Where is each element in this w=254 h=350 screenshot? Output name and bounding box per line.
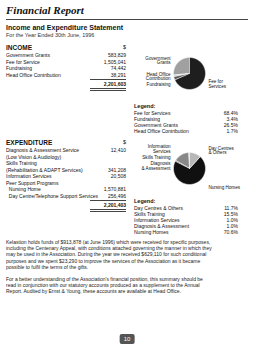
html-text:1.0%: 1.0% [226, 217, 238, 223]
html-text:10: 10 [123, 336, 131, 342]
html-text:Nursing Homes: Nursing Homes [134, 229, 169, 235]
svg-text:Skills Training: Skills Training [142, 155, 171, 160]
html-text:1.0%: 1.0% [226, 223, 238, 229]
svg-text:InformationServices: InformationServices [148, 144, 172, 154]
html-text:(Low Vision & Audiology): (Low Vision & Audiology) [6, 153, 62, 160]
html-text:read in conjunction with our s: read in conjunction with our statutory a… [6, 282, 200, 289]
html-text:INCOME: INCOME [6, 44, 32, 51]
html-text:Day Centre/Telephone Support S: Day Centre/Telephone Support Services [6, 192, 98, 199]
html-text:1,570,881: 1,570,881 [103, 186, 126, 192]
html-text:3.4%: 3.4% [226, 116, 238, 122]
html-text:Peer Support Programs: Peer Support Programs [6, 179, 59, 186]
html-text:70.6%: 70.6% [223, 229, 238, 235]
html-text:Nursing Home: Nursing Home [6, 186, 41, 192]
html-text:Information Services: Information Services [134, 217, 180, 223]
html-text:1.7%: 1.7% [226, 128, 238, 134]
html-text:Legend:: Legend: [134, 198, 156, 204]
html-text:Legend:: Legend: [134, 103, 156, 109]
html-text:256,496: 256,496 [107, 192, 126, 199]
html-text:EXPENDITURE: EXPENDITURE [6, 139, 53, 146]
html-text:For the Year Ended 30th June,: For the Year Ended 30th June, 1996 [6, 32, 95, 38]
html-text:Fundraising: Fundraising [6, 65, 33, 71]
svg-text:Fundraising: Fundraising [147, 82, 171, 87]
html-text:12,410: 12,410 [110, 147, 126, 153]
html-text:Government Grants: Government Grants [6, 52, 50, 58]
svg-text:Fee forServices: Fee forServices [208, 79, 226, 89]
html-text:2,201,603: 2,201,603 [103, 81, 126, 87]
html-text:Financial Report: Financial Report [6, 4, 84, 16]
html-text:583,829: 583,829 [107, 52, 126, 58]
html-text:Fee for Services: Fee for Services [134, 110, 171, 116]
html-text:Fee for Service: Fee for Service [6, 58, 40, 65]
html-text:15.5%: 15.5% [223, 211, 238, 217]
html-text:Diagnosis & Assessment: Diagnosis & Assessment [134, 223, 189, 229]
html-text:possible to fulfil the terms o: possible to fulfil the terms of the gift… [6, 263, 89, 270]
html-text:Income and Expenditure Stateme: Income and Expenditure Statement [6, 24, 124, 31]
html-text:including the Centenary Appeal: including the Centenary Appeal, with con… [6, 245, 212, 252]
html-text:Kelastion holds funds of $913,: Kelastion holds funds of $913,878 (at Ju… [6, 239, 211, 245]
html-text:68.4%: 68.4% [223, 110, 238, 116]
html-text:may be used in the Association: may be used in the Association. During t… [6, 251, 207, 258]
html-text:Head Office Contribution: Head Office Contribution [6, 71, 61, 78]
html-text:Day Centres & Others: Day Centres & Others [134, 205, 183, 211]
html-text:38,291: 38,291 [110, 71, 126, 78]
html-text:Report. Audited by Ernst & You: Report. Audited by Ernst & Young, these … [6, 288, 181, 295]
html-text:74,442: 74,442 [110, 65, 126, 71]
html-text:purposes and we spent $23,290: purposes and we spent $23,290 to improve… [6, 257, 201, 264]
svg-text:Day Centres& Others: Day Centres& Others [208, 146, 234, 156]
svg-text:Diagnosis& Assessment: Diagnosis& Assessment [142, 161, 172, 171]
html-text:341,208: 341,208 [107, 166, 126, 173]
html-text:11.7%: 11.7% [224, 205, 238, 211]
html-text:26.5%: 26.5% [223, 122, 238, 128]
html-text:Head Office Contribution: Head Office Contribution [134, 128, 189, 134]
svg-text:Nursing Homes: Nursing Homes [208, 185, 240, 190]
svg-text:GovernmentGrants: GovernmentGrants [145, 56, 171, 66]
html-text:2,201,403: 2,201,403 [103, 202, 126, 208]
html-text:Information Services: Information Services [6, 173, 52, 179]
html-text:20,508: 20,508 [110, 173, 126, 179]
html-text:Diagnosis & Assessment Service: Diagnosis & Assessment Service [6, 147, 80, 153]
html-text:Skills Training: Skills Training [134, 211, 165, 217]
html-text:Skills Training: Skills Training [6, 160, 37, 166]
html-text:(Rehabilitation & ADAPT Servic: (Rehabilitation & ADAPT Services) [6, 166, 83, 173]
html-text:Fundraising: Fundraising [134, 116, 161, 122]
html-text:For a better understanding of: For a better understanding of the Associ… [6, 276, 203, 282]
html-text:1,505,041: 1,505,041 [103, 58, 126, 65]
svg-text:Head OfficeContribution: Head OfficeContribution [146, 71, 171, 81]
html-text:Government Grants: Government Grants [134, 122, 178, 128]
